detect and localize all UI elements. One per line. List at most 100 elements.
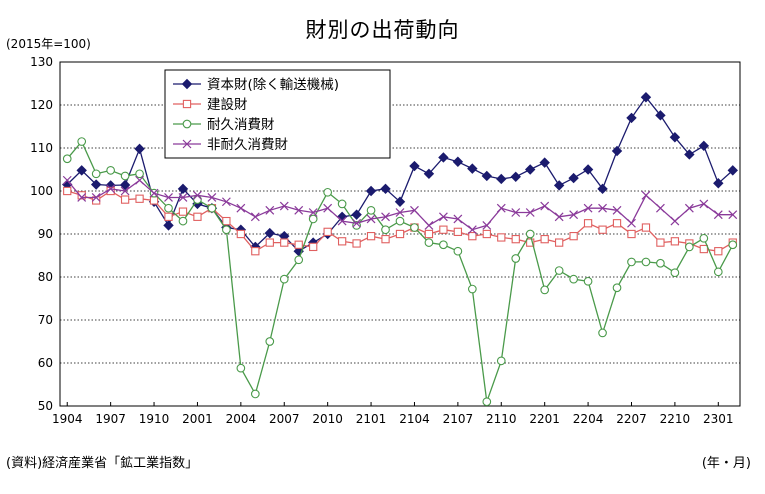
data-point: [395, 216, 405, 226]
data-point: [182, 99, 192, 109]
data-point: [265, 238, 274, 247]
data-point: [482, 220, 492, 230]
data-point: [279, 274, 289, 284]
data-point: [510, 171, 521, 183]
data-point: [135, 194, 144, 203]
data-point: [222, 216, 231, 226]
data-point: [481, 170, 493, 182]
data-point: [656, 258, 665, 268]
data-point: [207, 203, 217, 213]
legend-label: 資本財(除く輸送機械): [207, 77, 339, 93]
data-point: [163, 220, 174, 231]
data-point: [178, 207, 188, 216]
legend-entry: 耐久消費財: [173, 117, 275, 133]
data-point: [453, 246, 463, 256]
data-point: [337, 237, 347, 246]
data-point: [164, 203, 173, 213]
data-point: [106, 184, 116, 194]
data-point: [728, 240, 738, 250]
data-point: [582, 164, 594, 175]
data-point: [120, 171, 130, 181]
data-point: [525, 164, 536, 175]
x-tick-label: 2107: [443, 412, 474, 426]
plot-frame: [59, 61, 741, 407]
x-tick-label: 2204: [573, 412, 604, 426]
data-point: [178, 193, 188, 202]
data-point: [134, 143, 145, 155]
data-point: [511, 254, 521, 263]
x-tick-label: 2110: [486, 412, 517, 426]
data-point: [365, 185, 377, 197]
data-point: [670, 237, 680, 246]
legend-label: 建設財: [207, 97, 248, 113]
data-point: [439, 240, 448, 250]
data-point: [236, 229, 246, 239]
x-tick-label: 2104: [399, 412, 430, 426]
data-point: [77, 137, 87, 146]
data-point: [381, 212, 390, 222]
y-tick-label: 130: [30, 55, 53, 69]
data-point: [438, 152, 449, 163]
data-point: [381, 235, 390, 244]
data-point: [366, 214, 376, 224]
data-point: [251, 247, 260, 256]
y-tick-label: 100: [30, 184, 53, 198]
data-point: [627, 257, 636, 267]
series: [62, 92, 738, 407]
data-point: [423, 168, 435, 180]
data-point: [366, 206, 376, 215]
data-point: [120, 195, 130, 204]
x-tick-label: 2210: [660, 412, 691, 426]
x-tick-label: 2007: [269, 412, 300, 426]
data-point: [439, 225, 448, 234]
data-point: [539, 157, 550, 168]
data-point: [598, 203, 607, 213]
x-tick-label: 2010: [312, 412, 343, 426]
data-point: [598, 225, 607, 234]
data-point: [294, 255, 304, 265]
x-tick-label: 2301: [703, 412, 734, 426]
data-point: [526, 238, 535, 247]
data-point: [569, 210, 579, 220]
data-point: [424, 238, 434, 247]
data-point: [164, 193, 173, 202]
legend-entry: 建設財: [173, 97, 248, 113]
data-point: [323, 203, 333, 213]
data-point: [193, 212, 202, 221]
data-point: [468, 232, 477, 241]
x-tick-label: 2101: [356, 412, 387, 426]
data-point: [91, 169, 101, 179]
data-point: [496, 173, 507, 185]
data-point: [553, 180, 565, 191]
data-point: [568, 172, 579, 184]
period-label: (年・月): [701, 456, 751, 471]
data-point: [598, 328, 607, 338]
data-point: [337, 199, 347, 209]
data-point: [395, 208, 405, 217]
data-point: [149, 196, 159, 205]
data-point: [641, 190, 651, 200]
legend-entry: 非耐久消費財: [173, 137, 288, 153]
data-point: [409, 160, 420, 172]
data-point: [236, 363, 246, 373]
data-point: [699, 233, 709, 243]
data-point: [193, 190, 202, 200]
data-point: [120, 186, 130, 196]
data-point: [525, 208, 535, 217]
data-point: [308, 214, 318, 224]
data-point: [728, 210, 738, 220]
data-point: [424, 229, 434, 239]
series-4: [62, 175, 738, 235]
chart-title: 財別の出荷動向: [305, 18, 460, 42]
data-point: [452, 156, 464, 167]
data-point: [91, 193, 101, 202]
data-point: [554, 212, 564, 222]
data-point: [684, 149, 695, 160]
data-point: [713, 210, 723, 220]
data-point: [714, 247, 723, 256]
x-tick-label: 2201: [529, 412, 560, 426]
data-point: [323, 227, 332, 236]
data-point: [207, 193, 217, 202]
